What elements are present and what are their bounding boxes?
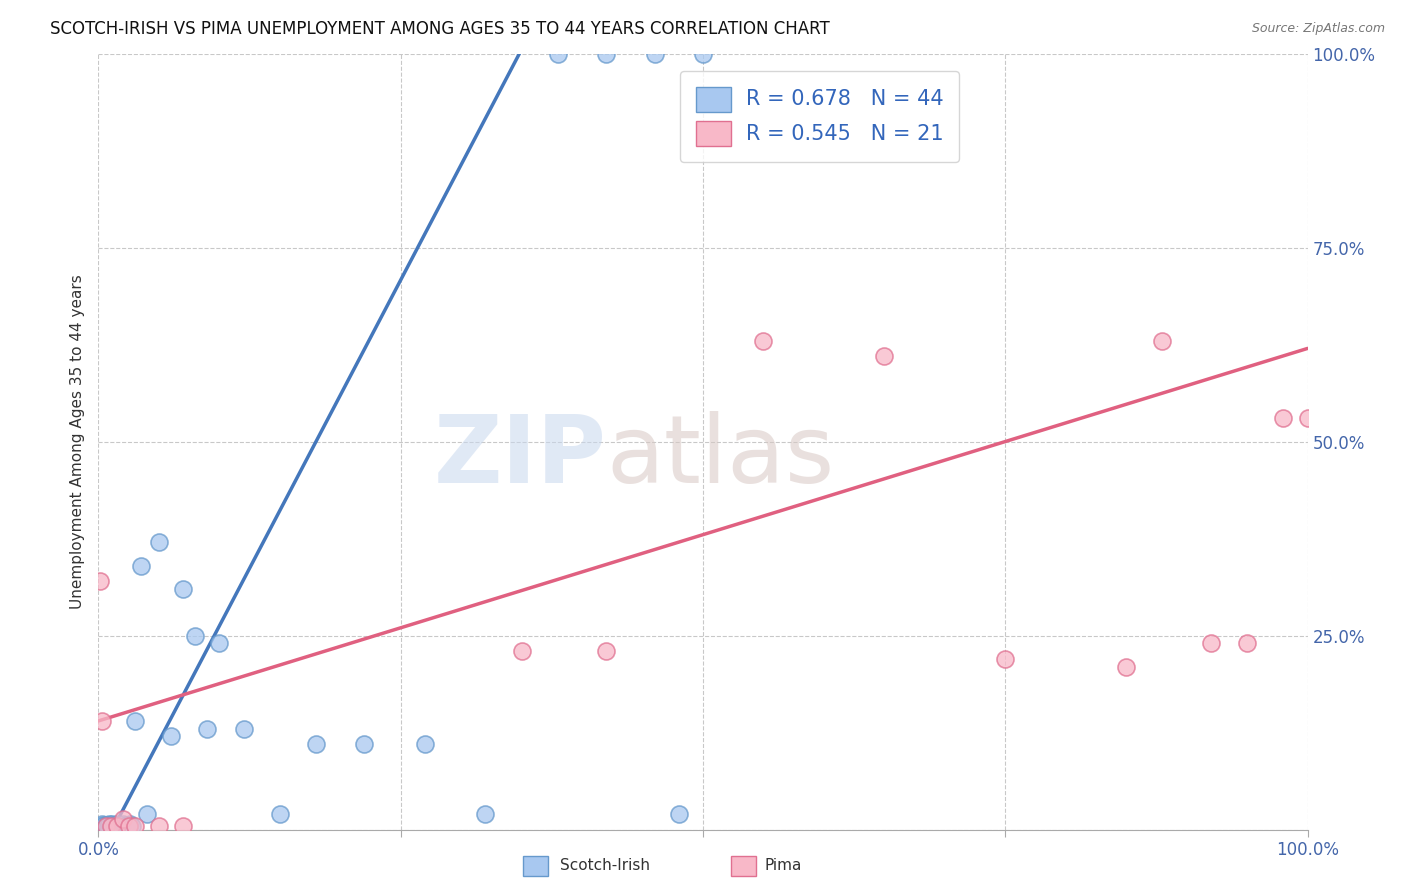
Point xyxy=(103,818,125,832)
Point xyxy=(93,818,115,832)
Point xyxy=(91,819,114,833)
Point xyxy=(269,807,291,822)
Point xyxy=(305,737,328,751)
Text: Pima: Pima xyxy=(765,858,803,872)
Point xyxy=(172,582,194,596)
Point xyxy=(692,46,714,61)
Point xyxy=(89,819,111,833)
Point xyxy=(118,817,141,831)
Point xyxy=(110,819,132,833)
Point xyxy=(644,46,666,61)
Point xyxy=(752,334,775,348)
Point xyxy=(124,714,146,728)
Point xyxy=(160,730,183,744)
Legend: R = 0.678   N = 44, R = 0.545   N = 21: R = 0.678 N = 44, R = 0.545 N = 21 xyxy=(681,71,959,161)
Point xyxy=(1272,411,1295,425)
Point xyxy=(148,819,170,833)
Point xyxy=(1236,636,1258,650)
Point xyxy=(1152,334,1174,348)
Point xyxy=(98,817,121,831)
Text: atlas: atlas xyxy=(606,411,835,503)
Point xyxy=(94,819,117,833)
Point xyxy=(595,46,617,61)
Point xyxy=(474,807,496,822)
Point xyxy=(96,818,118,832)
Point xyxy=(105,817,128,831)
Point xyxy=(97,819,120,833)
Point xyxy=(121,819,143,833)
Y-axis label: Unemployment Among Ages 35 to 44 years: Unemployment Among Ages 35 to 44 years xyxy=(69,274,84,609)
Point xyxy=(595,644,617,658)
Point xyxy=(208,636,231,650)
Text: Scotch-Irish: Scotch-Irish xyxy=(560,858,650,872)
FancyBboxPatch shape xyxy=(523,856,548,876)
Point xyxy=(94,819,117,833)
Point xyxy=(108,819,131,833)
Point xyxy=(353,737,375,751)
Point xyxy=(129,558,152,573)
Point xyxy=(91,714,114,728)
Point xyxy=(105,819,128,833)
Point xyxy=(118,819,141,833)
Point xyxy=(195,722,218,736)
Point xyxy=(668,807,690,822)
Text: Source: ZipAtlas.com: Source: ZipAtlas.com xyxy=(1251,22,1385,36)
Point xyxy=(100,817,122,831)
Point xyxy=(510,644,533,658)
Point xyxy=(184,628,207,642)
Point xyxy=(91,817,114,831)
Point xyxy=(107,819,129,833)
Point xyxy=(1199,636,1222,650)
Point xyxy=(1115,659,1137,673)
Point xyxy=(873,349,896,363)
Point xyxy=(547,46,569,61)
Text: ZIP: ZIP xyxy=(433,411,606,503)
Point xyxy=(1296,411,1319,425)
Point xyxy=(148,535,170,549)
Point xyxy=(232,722,254,736)
Text: SCOTCH-IRISH VS PIMA UNEMPLOYMENT AMONG AGES 35 TO 44 YEARS CORRELATION CHART: SCOTCH-IRISH VS PIMA UNEMPLOYMENT AMONG … xyxy=(51,21,830,38)
Point xyxy=(101,819,124,833)
Point xyxy=(104,819,127,833)
Point xyxy=(89,574,111,589)
Point xyxy=(114,819,136,833)
Point xyxy=(135,807,157,822)
Point xyxy=(994,652,1017,666)
Point xyxy=(100,819,122,833)
Point xyxy=(90,819,112,833)
Point xyxy=(111,817,134,831)
Point xyxy=(117,818,139,832)
Point xyxy=(124,819,146,833)
FancyBboxPatch shape xyxy=(731,856,756,876)
Point xyxy=(100,818,122,832)
Point xyxy=(172,819,194,833)
Point xyxy=(413,737,436,751)
Point xyxy=(108,818,131,832)
Point xyxy=(111,812,134,826)
